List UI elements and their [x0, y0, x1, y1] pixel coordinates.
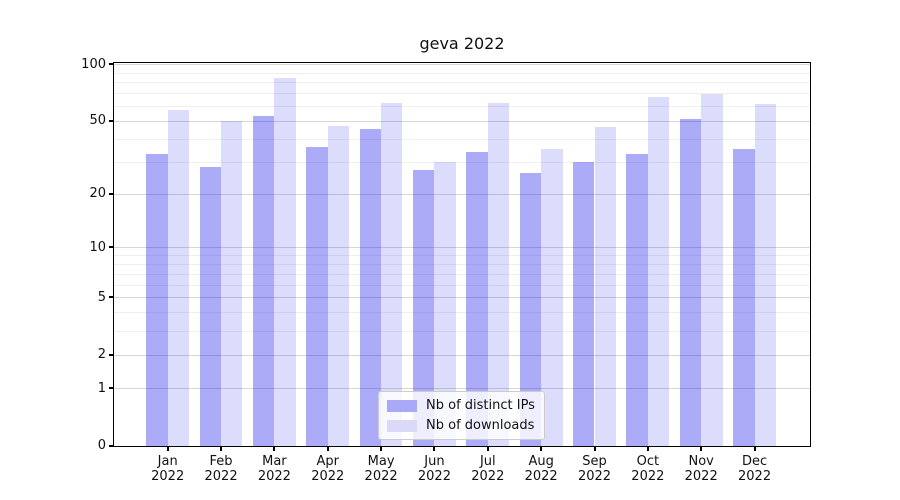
xtick-mark-jul	[486, 446, 489, 451]
legend: Nb of distinct IPs Nb of downloads	[378, 391, 545, 440]
bar-distinct-ips-dec	[733, 149, 755, 446]
ytick-label-y2: 2	[97, 347, 106, 363]
legend-item-distinct-ips: Nb of distinct IPs	[387, 398, 535, 413]
xtick-mark-mar	[273, 446, 276, 451]
bar-distinct-ips-sep	[573, 161, 595, 446]
ytick-mark-y0	[109, 444, 114, 447]
bar-downloads-jan	[167, 109, 190, 446]
xtick-mark-jan	[166, 446, 169, 451]
legend-item-downloads: Nb of downloads	[387, 418, 535, 433]
xtick-mark-feb	[220, 446, 223, 451]
bar-downloads-dec	[754, 104, 776, 446]
gridline-minor-y4	[114, 312, 810, 314]
bar-distinct-ips-nov	[679, 118, 702, 446]
xtick-mark-dec	[753, 446, 756, 451]
xtick-label-dec: Dec 2022	[738, 454, 772, 484]
ytick-mark-y5	[109, 296, 114, 299]
bar-distinct-ips-jun	[413, 170, 435, 446]
ytick-mark-y2	[109, 353, 114, 356]
legend-swatch-distinct-ips	[387, 399, 417, 412]
xtick-mark-nov	[700, 446, 703, 451]
xtick-label-aug: Aug 2022	[524, 454, 558, 484]
bar-downloads-sep	[594, 127, 616, 446]
gridline-major-y2	[114, 354, 810, 356]
ytick-mark-y10	[109, 246, 114, 249]
chart-title: geva 2022	[419, 34, 505, 53]
ytick-label-y20: 20	[89, 186, 106, 202]
xtick-mark-sep	[593, 446, 596, 451]
legend-label-downloads: Nb of downloads	[426, 418, 535, 433]
xtick-mark-may	[380, 446, 383, 451]
xtick-label-sep: Sep 2022	[577, 454, 612, 484]
bar-downloads-jul	[487, 103, 510, 446]
ytick-mark-y20	[109, 192, 114, 195]
gridline-minor-y30	[114, 161, 810, 163]
xtick-mark-apr	[326, 446, 329, 451]
ytick-label-y50: 50	[89, 113, 106, 129]
bar-downloads-may	[381, 103, 403, 446]
bar-distinct-ips-feb	[199, 167, 222, 446]
gridline-minor-y3	[114, 330, 810, 332]
bar-distinct-ips-oct	[626, 154, 648, 446]
xtick-mark-jun	[433, 446, 436, 451]
gridline-minor-y80	[114, 82, 810, 84]
bar-downloads-oct	[647, 96, 670, 446]
gridline-minor-y9	[114, 255, 810, 257]
gridline-major-y20	[114, 193, 810, 195]
xtick-label-oct: Oct 2022	[631, 454, 665, 484]
gridline-major-y5	[114, 297, 810, 299]
xtick-label-may: May 2022	[364, 454, 398, 484]
xtick-label-nov: Nov 2022	[684, 454, 718, 484]
xtick-label-mar: Mar 2022	[257, 454, 291, 484]
legend-swatch-downloads	[387, 419, 417, 432]
gridline-major-y100	[114, 64, 810, 66]
gridline-major-y10	[114, 247, 810, 249]
bar-distinct-ips-may	[359, 129, 382, 446]
xtick-label-jun: Jun 2022	[417, 454, 451, 484]
ytick-label-y10: 10	[89, 239, 106, 255]
gridline-minor-y6	[114, 284, 810, 286]
gridline-major-y50	[114, 120, 810, 122]
xtick-label-apr: Apr 2022	[311, 454, 345, 484]
ytick-mark-y50	[109, 119, 114, 122]
xtick-mark-aug	[540, 446, 543, 451]
xtick-label-jul: Jul 2022	[471, 454, 505, 484]
gridline-minor-y40	[114, 138, 810, 140]
gridline-major-y1	[114, 388, 810, 390]
ytick-label-y100: 100	[81, 56, 106, 72]
gridline-minor-y70	[114, 93, 810, 95]
ytick-mark-y100	[109, 63, 114, 66]
bar-downloads-jun	[434, 161, 456, 446]
xtick-mark-oct	[646, 446, 649, 451]
ytick-label-y0: 0	[97, 438, 106, 453]
bar-distinct-ips-jan	[146, 154, 168, 446]
ytick-label-y1: 1	[97, 380, 106, 396]
ytick-mark-y1	[109, 387, 114, 390]
bar-distinct-ips-apr	[306, 147, 328, 446]
xtick-label-jan: Jan 2022	[151, 454, 185, 484]
xtick-label-feb: Feb 2022	[204, 454, 238, 484]
bar-distinct-ips-jul	[466, 151, 488, 446]
gridline-minor-y7	[114, 273, 810, 275]
bar-downloads-feb	[221, 120, 243, 446]
bar-downloads-mar	[274, 78, 296, 446]
bar-downloads-nov	[701, 94, 723, 446]
plot-area: geva 2022 Nb of distinct IPs Nb of downl…	[81, 34, 811, 484]
gridline-minor-y60	[114, 105, 810, 107]
bar-distinct-ips-aug	[519, 173, 542, 446]
gridline-minor-y8	[114, 263, 810, 265]
ytick-label-y5: 5	[97, 289, 106, 305]
bar-downloads-apr	[327, 125, 350, 446]
bar-distinct-ips-mar	[253, 115, 275, 446]
gridline-minor-y90	[114, 72, 810, 74]
bar-downloads-aug	[541, 149, 563, 446]
legend-label-distinct-ips: Nb of distinct IPs	[426, 398, 535, 413]
